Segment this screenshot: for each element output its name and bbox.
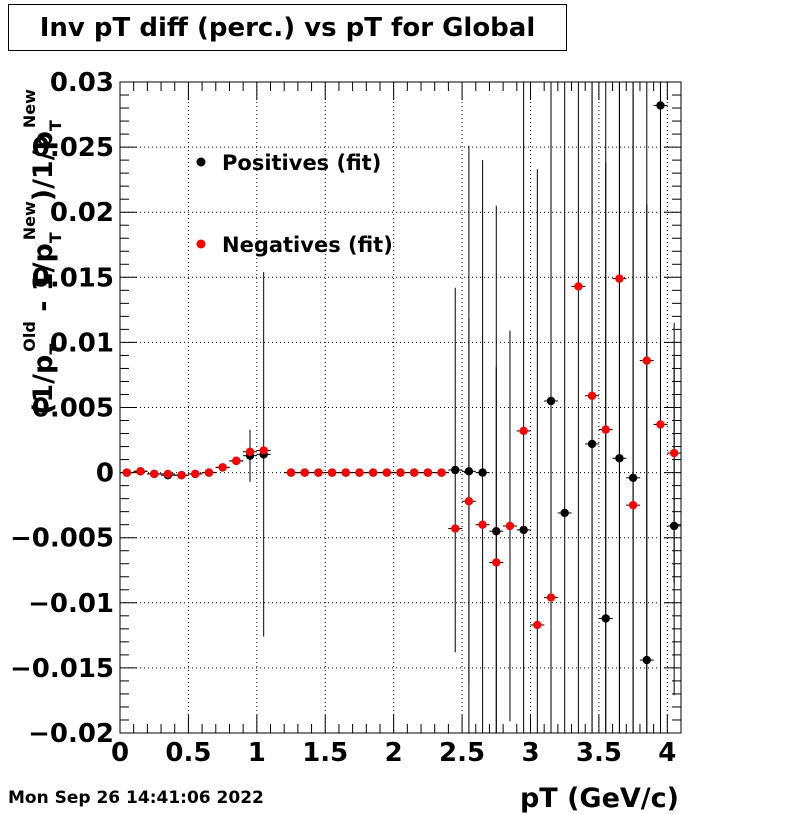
point-positives xyxy=(560,508,569,518)
chart-title: Inv pT diff (perc.) vs pT for Global xyxy=(39,12,536,43)
point-negatives xyxy=(177,471,186,480)
point-positives xyxy=(601,614,610,623)
point-negatives xyxy=(245,447,255,456)
point-negatives xyxy=(601,425,610,434)
y-tick-label: 0.03 xyxy=(50,68,114,98)
y-tick-label: −0.01 xyxy=(28,589,114,619)
x-tick-label: 2 xyxy=(385,738,403,768)
tick-labels: 0 0.5 1 1.5 2 2.5 3 3.5 4 −0.02 −0.015 −0.01 −0.005 0… xyxy=(10,68,676,768)
point-positives xyxy=(642,655,651,665)
point-negatives xyxy=(327,468,337,477)
x-tick-label: 0 xyxy=(111,738,129,768)
x-tick-label: 4 xyxy=(658,738,676,768)
point-positives xyxy=(519,525,528,535)
x-tick-label: 2.5 xyxy=(439,738,485,768)
point-positives xyxy=(628,473,638,483)
point-positives xyxy=(464,467,474,476)
point-positives xyxy=(615,454,624,463)
legend: Positives (fit) Negatives (fit) xyxy=(196,151,393,257)
svg-text:(1/pTOld - 1/pTNew)/1/pTNew: (1/pTOld - 1/pTNew)/1/pTNew xyxy=(20,89,65,415)
point-negatives xyxy=(191,469,200,479)
point-positives xyxy=(587,439,597,449)
point-positives xyxy=(546,396,556,406)
point-negatives xyxy=(286,468,296,477)
grid-lines xyxy=(120,82,681,733)
point-positives xyxy=(669,521,679,531)
point-negatives xyxy=(204,468,214,477)
y-tick-label: 0.015 xyxy=(32,263,114,293)
legend-label-negatives: Negatives (fit) xyxy=(222,233,393,257)
y-tick-label: 0 xyxy=(96,459,114,489)
point-positives xyxy=(478,468,487,477)
x-tick-label: 1.5 xyxy=(302,738,348,768)
point-negatives xyxy=(505,521,515,531)
point-negatives xyxy=(122,468,132,477)
point-negatives xyxy=(409,468,419,477)
point-negatives xyxy=(163,469,173,479)
point-negatives xyxy=(492,558,501,567)
point-negatives xyxy=(574,282,583,291)
timestamp: Mon Sep 26 14:41:06 2022 xyxy=(8,788,264,808)
point-negatives xyxy=(533,620,542,630)
point-negatives xyxy=(478,520,487,529)
point-negatives xyxy=(656,420,665,429)
point-negatives xyxy=(136,467,145,476)
point-negatives xyxy=(150,469,159,479)
point-positives xyxy=(492,526,501,536)
legend-marker-negatives xyxy=(196,239,206,249)
point-negatives xyxy=(355,468,364,477)
y-tick-label: 0.01 xyxy=(50,328,114,358)
point-negatives xyxy=(341,468,350,477)
x-tick-label: 3.5 xyxy=(576,738,622,768)
point-negatives xyxy=(464,497,474,506)
point-negatives xyxy=(519,426,528,436)
x-axis-label: pT (GeV/c) xyxy=(520,783,679,814)
point-negatives xyxy=(259,446,268,455)
x-tick-label: 1 xyxy=(248,738,266,768)
y-tick-label: 0.005 xyxy=(32,394,114,424)
x-tick-label: 3 xyxy=(521,738,539,768)
y-tick-label: −0.005 xyxy=(10,524,114,554)
point-negatives xyxy=(642,356,651,365)
point-positives xyxy=(656,101,665,110)
point-negatives xyxy=(382,468,392,477)
point-negatives xyxy=(218,463,227,472)
y-tick-label: 0.025 xyxy=(32,133,114,163)
point-negatives xyxy=(300,468,309,477)
point-negatives xyxy=(587,391,597,400)
point-negatives xyxy=(232,456,241,466)
y-tick-label: −0.02 xyxy=(28,719,114,749)
legend-marker-positives xyxy=(196,157,206,167)
point-negatives xyxy=(628,500,638,510)
point-negatives xyxy=(368,468,378,477)
y-tick-label: −0.015 xyxy=(10,654,114,684)
point-negatives xyxy=(423,468,433,477)
plot-frame xyxy=(119,81,682,734)
data-points xyxy=(122,101,679,665)
point-negatives xyxy=(669,448,679,458)
point-negatives xyxy=(314,468,323,477)
x-tick-label: 0.5 xyxy=(165,738,211,768)
chart-title-box: Inv pT diff (perc.) vs pT for Global xyxy=(8,4,567,51)
point-negatives xyxy=(396,468,405,477)
point-positives xyxy=(451,465,460,475)
point-negatives xyxy=(546,593,556,602)
legend-label-positives: Positives (fit) xyxy=(222,151,381,175)
point-negatives xyxy=(615,274,624,283)
point-negatives xyxy=(451,524,460,533)
point-negatives xyxy=(437,468,446,477)
y-tick-label: 0.02 xyxy=(50,198,114,228)
y-axis-label: (1/pTOld - 1/pTNew)/1/pTNew xyxy=(20,89,65,415)
axis-ticks xyxy=(119,81,681,734)
